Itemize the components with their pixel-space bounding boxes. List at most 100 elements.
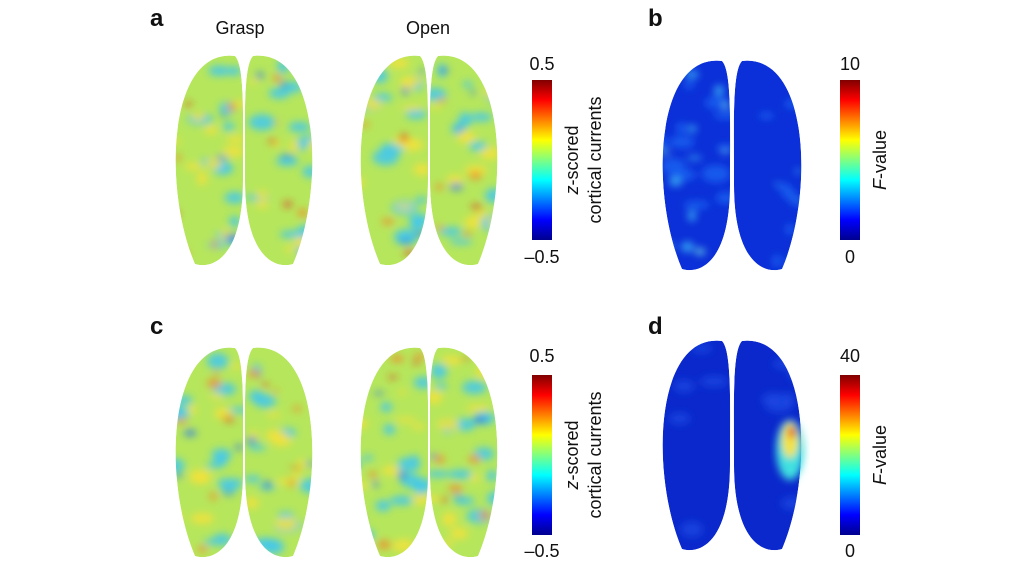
blob	[368, 471, 378, 478]
colorbar	[532, 80, 552, 240]
blob	[441, 355, 463, 365]
hemisphere	[733, 60, 802, 271]
blob	[209, 492, 217, 501]
blob	[478, 511, 491, 520]
blob	[256, 72, 264, 80]
blob	[687, 155, 702, 160]
colorbar-label: cortical currents	[585, 96, 605, 223]
blob	[207, 378, 222, 388]
blob	[228, 216, 241, 227]
blob	[175, 58, 181, 63]
blob	[392, 539, 415, 552]
blob	[383, 424, 396, 435]
blob	[288, 478, 295, 488]
blob	[217, 478, 244, 487]
blob	[175, 153, 181, 163]
colorbar-label: z-scored	[562, 125, 582, 195]
blob	[175, 418, 188, 424]
blob	[412, 493, 429, 505]
blob	[175, 473, 185, 478]
blob	[446, 174, 464, 186]
blob	[683, 80, 695, 90]
colorbar-label: z-scored	[562, 420, 582, 490]
blob	[381, 465, 401, 476]
blob	[360, 528, 375, 543]
blob	[492, 96, 498, 107]
blob	[276, 478, 299, 485]
blob	[460, 357, 470, 361]
blob	[430, 453, 436, 460]
blob	[255, 201, 269, 209]
blob	[277, 58, 289, 75]
blob	[449, 238, 473, 245]
blob	[351, 459, 360, 470]
blob	[234, 444, 243, 451]
blob	[721, 150, 729, 154]
blob	[268, 87, 290, 99]
blob	[175, 395, 193, 406]
blob	[206, 157, 223, 169]
label-rest: -value	[870, 130, 890, 179]
blob	[248, 114, 276, 131]
blob	[292, 406, 302, 412]
blob	[662, 150, 670, 154]
blob	[688, 125, 697, 133]
blob	[375, 500, 391, 512]
blob	[308, 138, 313, 151]
label-italic: F	[870, 473, 890, 485]
blob	[360, 177, 364, 188]
blob	[434, 183, 444, 190]
blob	[305, 59, 313, 71]
colorbar-label: F-value	[870, 130, 890, 190]
blob	[482, 64, 498, 74]
blob	[668, 135, 695, 149]
blob	[453, 418, 476, 431]
blob	[215, 155, 228, 161]
blob	[429, 495, 441, 502]
panel-label: d	[648, 313, 663, 340]
blob	[175, 210, 179, 217]
blob	[360, 65, 362, 73]
blob	[277, 511, 295, 520]
blob	[413, 359, 420, 365]
blob	[372, 481, 379, 488]
blob	[482, 87, 498, 99]
blob	[401, 138, 424, 152]
blob	[772, 254, 782, 268]
blob	[411, 478, 429, 493]
blob	[279, 230, 306, 239]
blob	[712, 111, 731, 120]
blob	[413, 231, 429, 237]
blob	[669, 176, 682, 187]
blob	[450, 527, 469, 540]
blob	[225, 66, 242, 76]
blob	[211, 240, 218, 249]
blob	[302, 165, 313, 178]
blob	[288, 122, 311, 132]
blob	[484, 188, 498, 204]
blob	[413, 376, 429, 389]
blob	[284, 81, 303, 93]
blob	[469, 90, 477, 95]
blob	[395, 203, 413, 210]
label-italic: z	[562, 481, 582, 491]
hemisphere	[429, 347, 498, 558]
blob	[283, 201, 293, 208]
activity	[776, 420, 804, 480]
panel-d: d 40 0 F-value	[648, 313, 890, 561]
blob	[251, 537, 278, 551]
panel-b: b 10 0 F-value	[648, 5, 890, 267]
blob	[226, 135, 244, 143]
blob	[475, 210, 489, 218]
blob	[405, 109, 427, 120]
colorbar-label: cortical currents	[585, 391, 605, 518]
blob	[722, 102, 729, 109]
blob	[220, 112, 226, 118]
blob	[222, 416, 235, 422]
blob	[662, 241, 674, 252]
blob	[789, 198, 802, 206]
blob	[487, 217, 498, 228]
blob	[410, 218, 426, 231]
blob	[175, 138, 181, 145]
